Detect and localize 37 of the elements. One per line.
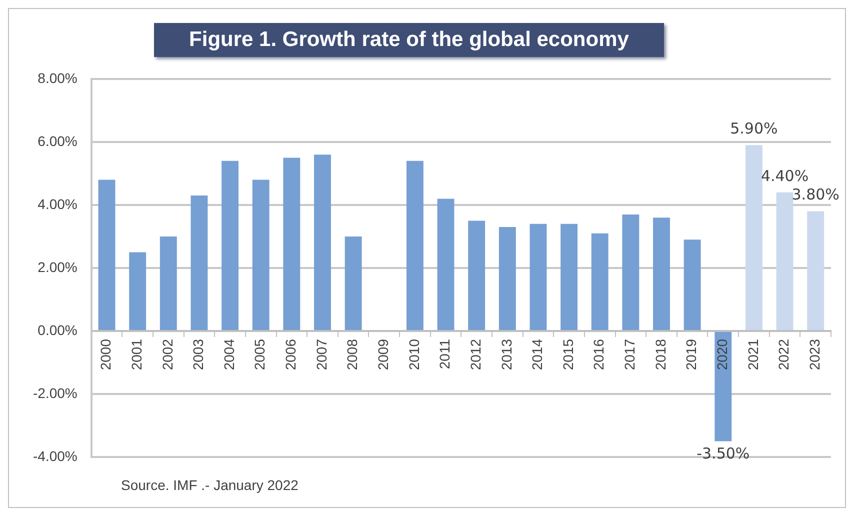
x-tick-label: 2020 <box>714 338 730 370</box>
x-tick-label: 2017 <box>622 338 638 370</box>
x-tick-label: 2014 <box>529 338 546 370</box>
x-tick-label: 2005 <box>252 338 268 370</box>
data-label: 5.90% <box>730 120 778 138</box>
y-tick-label: 0.00% <box>38 322 78 338</box>
x-tick-label: 2011 <box>436 338 453 370</box>
x-tick-label: 2002 <box>159 338 176 370</box>
x-tick-label: 2019 <box>683 338 700 370</box>
x-tick-label: 2021 <box>744 338 761 370</box>
x-tick-label: 2015 <box>560 338 576 370</box>
x-tick-label: 2008 <box>344 338 360 370</box>
x-tick-label: 2003 <box>190 338 206 370</box>
y-tick-label: 8.00% <box>38 70 78 86</box>
x-tick-label: 2001 <box>128 338 144 370</box>
x-tick-label: 2006 <box>282 338 299 370</box>
y-tick-label: 4.00% <box>38 196 78 212</box>
x-tick-label: 2009 <box>374 338 391 370</box>
y-tick-label: 6.00% <box>38 132 78 149</box>
x-tick-label: 2023 <box>806 338 822 370</box>
y-tick-label: 2.00% <box>38 258 78 275</box>
x-tick-label: 2010 <box>406 338 422 370</box>
x-tick-label: 2012 <box>467 338 484 370</box>
y-tick-label: -2.00% <box>33 384 78 401</box>
x-tick-label: 2018 <box>652 338 668 370</box>
data-label: 4.40% <box>760 166 809 185</box>
y-tick-label: -4.00% <box>33 448 78 464</box>
x-tick-label: 2004 <box>220 338 237 370</box>
x-tick-label: 2007 <box>313 338 330 370</box>
source-note: Source. IMF .- January 2022 <box>121 477 298 493</box>
x-tick-label: 2000 <box>98 338 114 370</box>
data-label: 3.80% <box>792 186 840 204</box>
x-tick-label: 2022 <box>776 338 792 370</box>
x-tick-label: 2016 <box>590 338 607 370</box>
x-tick-label: 2013 <box>498 338 514 370</box>
data-label: -3.50% <box>696 444 750 463</box>
chart-title: Figure 1. Growth rate of the global economy <box>154 23 664 57</box>
